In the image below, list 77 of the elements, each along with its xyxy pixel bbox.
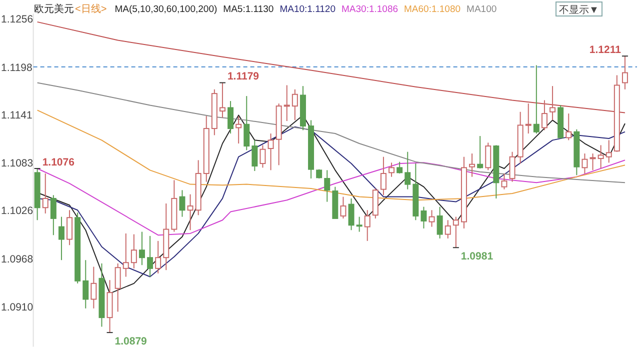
y-tick-label: 1.0910 [1, 302, 34, 314]
candlestick [219, 82, 226, 118]
candlestick [606, 140, 612, 164]
candlestick [356, 216, 362, 232]
text: MA5:1.1130 [223, 4, 274, 15]
candlestick [452, 216, 459, 248]
candlestick [477, 136, 484, 169]
candlestick [268, 133, 274, 171]
candlestick [340, 196, 346, 219]
candlestick [348, 198, 354, 231]
text: MA100 [466, 4, 497, 15]
candlestick [622, 56, 628, 90]
line-series [36, 160, 626, 236]
candlestick [533, 64, 540, 134]
y-tick-label: 1.0968 [1, 253, 34, 266]
chart-subtitle: <日线> [75, 3, 107, 15]
candlestick [244, 96, 250, 151]
candlestick [598, 144, 604, 169]
candlestick [388, 162, 395, 178]
candlestick [436, 206, 443, 239]
candlestick [590, 153, 596, 171]
candlestick [324, 170, 330, 202]
candlestick [179, 190, 186, 218]
candlestick [284, 84, 290, 122]
candlestick [550, 86, 556, 121]
y-tick-label: 1.1141 [1, 109, 32, 122]
annotation: 1.1179 [227, 70, 260, 83]
y-tick-label: 1.1256 [1, 14, 34, 26]
candlestick [114, 262, 121, 312]
line-series [36, 110, 626, 201]
candlestick [541, 100, 548, 131]
y-tick-label: 1.1083 [1, 158, 34, 170]
candlestick [66, 210, 73, 246]
candlestick [236, 116, 242, 144]
candlestick [82, 260, 89, 309]
candlestick [364, 210, 370, 242]
y-tick-label: 1.1026 [1, 205, 34, 218]
annotation: 1.1076 [42, 156, 75, 168]
candlestick [130, 234, 137, 269]
candlestick [566, 113, 572, 141]
candlestick [469, 153, 476, 178]
candlestick [155, 240, 162, 274]
y-tick-label: 1.1198 [1, 62, 32, 74]
candlestick [58, 216, 64, 261]
line-series [36, 21, 626, 114]
candlestick [485, 142, 492, 171]
candlestick [501, 172, 508, 190]
annotation: 1.0879 [114, 336, 148, 348]
annotation: MA(5,10,30,60,100,200) [114, 4, 218, 15]
candlestick [90, 266, 97, 309]
text: MA10:1.1120 [280, 4, 336, 15]
chart-title: 欧元美元 [34, 3, 74, 15]
candlestick [509, 151, 516, 182]
candlestick [582, 153, 588, 174]
candlestick [122, 232, 129, 278]
candlestick [292, 88, 298, 121]
candlestick [252, 140, 258, 172]
candlestick [50, 194, 56, 236]
candlestick [260, 144, 266, 168]
candlestick [42, 172, 48, 214]
line-series [36, 82, 626, 184]
candlestick [380, 156, 386, 196]
candlestick [404, 151, 411, 190]
candlestick [428, 210, 435, 228]
candlestick [228, 100, 234, 134]
candlestick [525, 103, 532, 134]
text: MA60:1.1080 [404, 4, 461, 15]
candlestick [396, 161, 403, 174]
candlestick [444, 220, 451, 239]
annotation: 不显示▼ [559, 5, 599, 16]
candlestick [420, 206, 427, 229]
candlestick [187, 194, 194, 231]
annotation: 1.1211 [589, 44, 622, 56]
annotation: 1.0981 [460, 250, 494, 263]
candlestick [138, 231, 145, 266]
text: MA30:1.1086 [342, 4, 398, 15]
candlestick [147, 235, 154, 278]
